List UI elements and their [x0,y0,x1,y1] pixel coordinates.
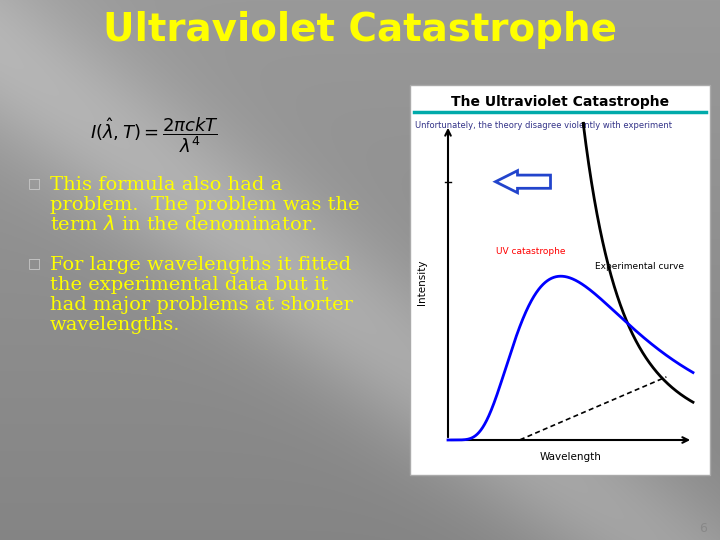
Text: problem.  The problem was the: problem. The problem was the [50,196,359,214]
Text: Intensity: Intensity [417,260,427,305]
Text: 6: 6 [699,522,707,535]
Text: For large wavelengths it fitted: For large wavelengths it fitted [50,256,351,274]
Text: Experimental curve: Experimental curve [595,262,684,271]
Text: Wavelength: Wavelength [539,452,601,462]
FancyBboxPatch shape [410,85,710,475]
Text: □: □ [28,256,41,270]
Text: the experimental data but it: the experimental data but it [50,276,328,294]
Text: term $\lambda$ in the denominator.: term $\lambda$ in the denominator. [50,215,317,234]
Text: Unfortunately, the theory disagree violently with experiment: Unfortunately, the theory disagree viole… [415,120,672,130]
Text: UV catastrophe: UV catastrophe [496,246,565,255]
Text: wavelengths.: wavelengths. [50,316,181,334]
Text: $I(\hat{\lambda},T) = \dfrac{2\pi ckT}{\lambda^4}$: $I(\hat{\lambda},T) = \dfrac{2\pi ckT}{\… [91,115,220,155]
Text: had major problems at shorter: had major problems at shorter [50,296,353,314]
Text: This formula also had a: This formula also had a [50,176,282,194]
Text: Ultraviolet Catastrophe: Ultraviolet Catastrophe [103,11,617,49]
Polygon shape [495,171,551,193]
Text: The Ultraviolet Catastrophe: The Ultraviolet Catastrophe [451,95,669,109]
Text: □: □ [28,176,41,190]
